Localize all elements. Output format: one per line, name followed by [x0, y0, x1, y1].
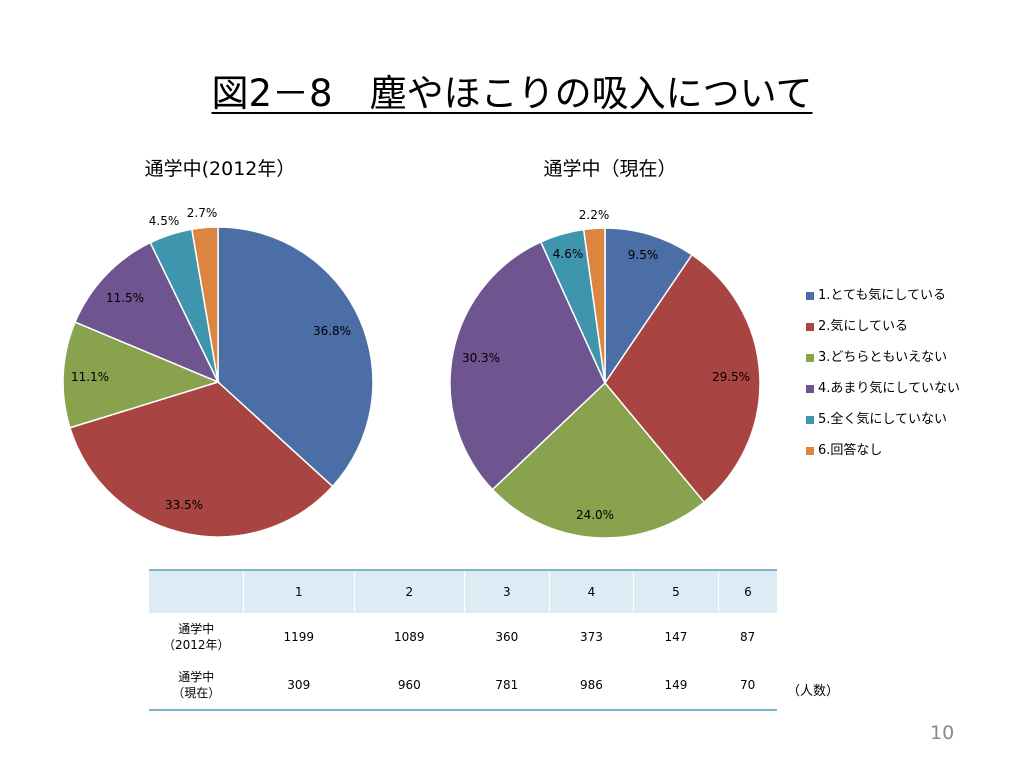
pie-slice: [604, 253, 761, 504]
pie-slice: [190, 226, 219, 383]
legend-swatch: [806, 323, 814, 331]
pie-chart-current: 9.5% 29.5% 24.0% 30.3% 4.6% 2.2%: [449, 208, 761, 539]
data-label: 2.2%: [579, 208, 610, 222]
data-label: 29.5%: [712, 370, 750, 384]
row-label-line: （現在）: [172, 686, 221, 700]
legend-label: 3.どちらともいえない: [818, 350, 948, 365]
table-row: 通学中 （2012年） 1199 1089 360 373 147 87: [149, 613, 777, 661]
pie-slice: [449, 240, 606, 491]
table-cell: 309: [243, 661, 355, 711]
legend-swatch: [806, 447, 814, 455]
chart-title-2012: 通学中(2012年）: [144, 158, 296, 180]
table-header-cell: 2: [353, 569, 465, 613]
legend-label: 5.全く気にしていない: [818, 412, 948, 427]
table-header-row: 1 2 3 4 5 6: [149, 569, 777, 613]
slide-title-text: 図2－8 塵やほこりの吸入について: [211, 72, 813, 115]
data-table: 1 2 3 4 5 6 通学中 （2012年） 1199 1089 360 373…: [149, 569, 777, 711]
row-label-line: 通学中: [178, 622, 215, 636]
page-number: 10: [930, 722, 955, 744]
data-label: 30.3%: [462, 351, 500, 365]
pie-slice: [491, 381, 706, 539]
chart-title-current: 通学中（現在）: [543, 158, 677, 180]
legend-swatch: [806, 292, 814, 300]
table-header-cell: 5: [633, 569, 719, 613]
table-header-cell: 1: [243, 569, 355, 613]
legend-label: 6.回答なし: [818, 443, 883, 458]
legend-label: 4.あまり気にしていない: [818, 381, 961, 396]
table-cell: 960: [354, 661, 465, 711]
pie-slice: [68, 381, 334, 538]
table-cell: 781: [464, 661, 550, 711]
table-cell: 360: [495, 630, 519, 644]
data-label: 11.1%: [71, 370, 109, 384]
table-cell: 1089: [394, 630, 425, 644]
legend-swatch: [806, 354, 814, 362]
slide-title: 図2－8 塵やほこりの吸入について: [0, 70, 1024, 118]
pie-slice: [217, 226, 374, 488]
data-label: 4.5%: [149, 214, 180, 228]
table-cell: 1199: [283, 630, 315, 644]
table-header-cell: 3: [464, 569, 550, 613]
table-cell: 373: [579, 630, 603, 644]
table-cell: 986: [549, 661, 634, 711]
table-cell: 87: [739, 630, 756, 644]
data-label: 11.5%: [106, 291, 144, 305]
pie-slice: [582, 227, 606, 384]
legend-swatch: [806, 416, 814, 424]
legend-label: 2.気にしている: [818, 319, 909, 334]
table-cell: 149: [633, 661, 719, 711]
legend-swatch: [806, 385, 814, 393]
table-header-cell: 6: [717, 569, 777, 613]
table-cell: 147: [664, 630, 688, 644]
pie-chart-2012: 36.8% 33.5% 11.1% 11.5% 4.5% 2.7%: [62, 206, 374, 538]
data-label: 9.5%: [628, 248, 659, 262]
table-row: 通学中 （現在） 309 960 781 986 149 70: [149, 661, 777, 711]
data-label: 4.6%: [553, 247, 584, 261]
row-label-line: （2012年）: [162, 638, 230, 652]
row-label: 通学中 （現在）: [149, 661, 244, 711]
unit-label: （人数）: [787, 684, 840, 699]
pie-slice: [604, 227, 694, 386]
pie-slice: [74, 241, 220, 384]
pie-slice: [62, 321, 221, 429]
data-label: 33.5%: [165, 498, 203, 512]
data-label: 2.7%: [187, 206, 218, 220]
table-cell: 70: [718, 661, 777, 711]
data-label: 36.8%: [313, 324, 351, 338]
row-label-line: 通学中: [178, 670, 215, 684]
data-label: 24.0%: [576, 508, 614, 522]
row-label: 通学中 （2012年）: [149, 613, 244, 661]
table-header-cell: [149, 569, 244, 613]
legend-label: 1.とても気にしている: [818, 288, 946, 303]
table-header-cell: 4: [548, 569, 634, 613]
